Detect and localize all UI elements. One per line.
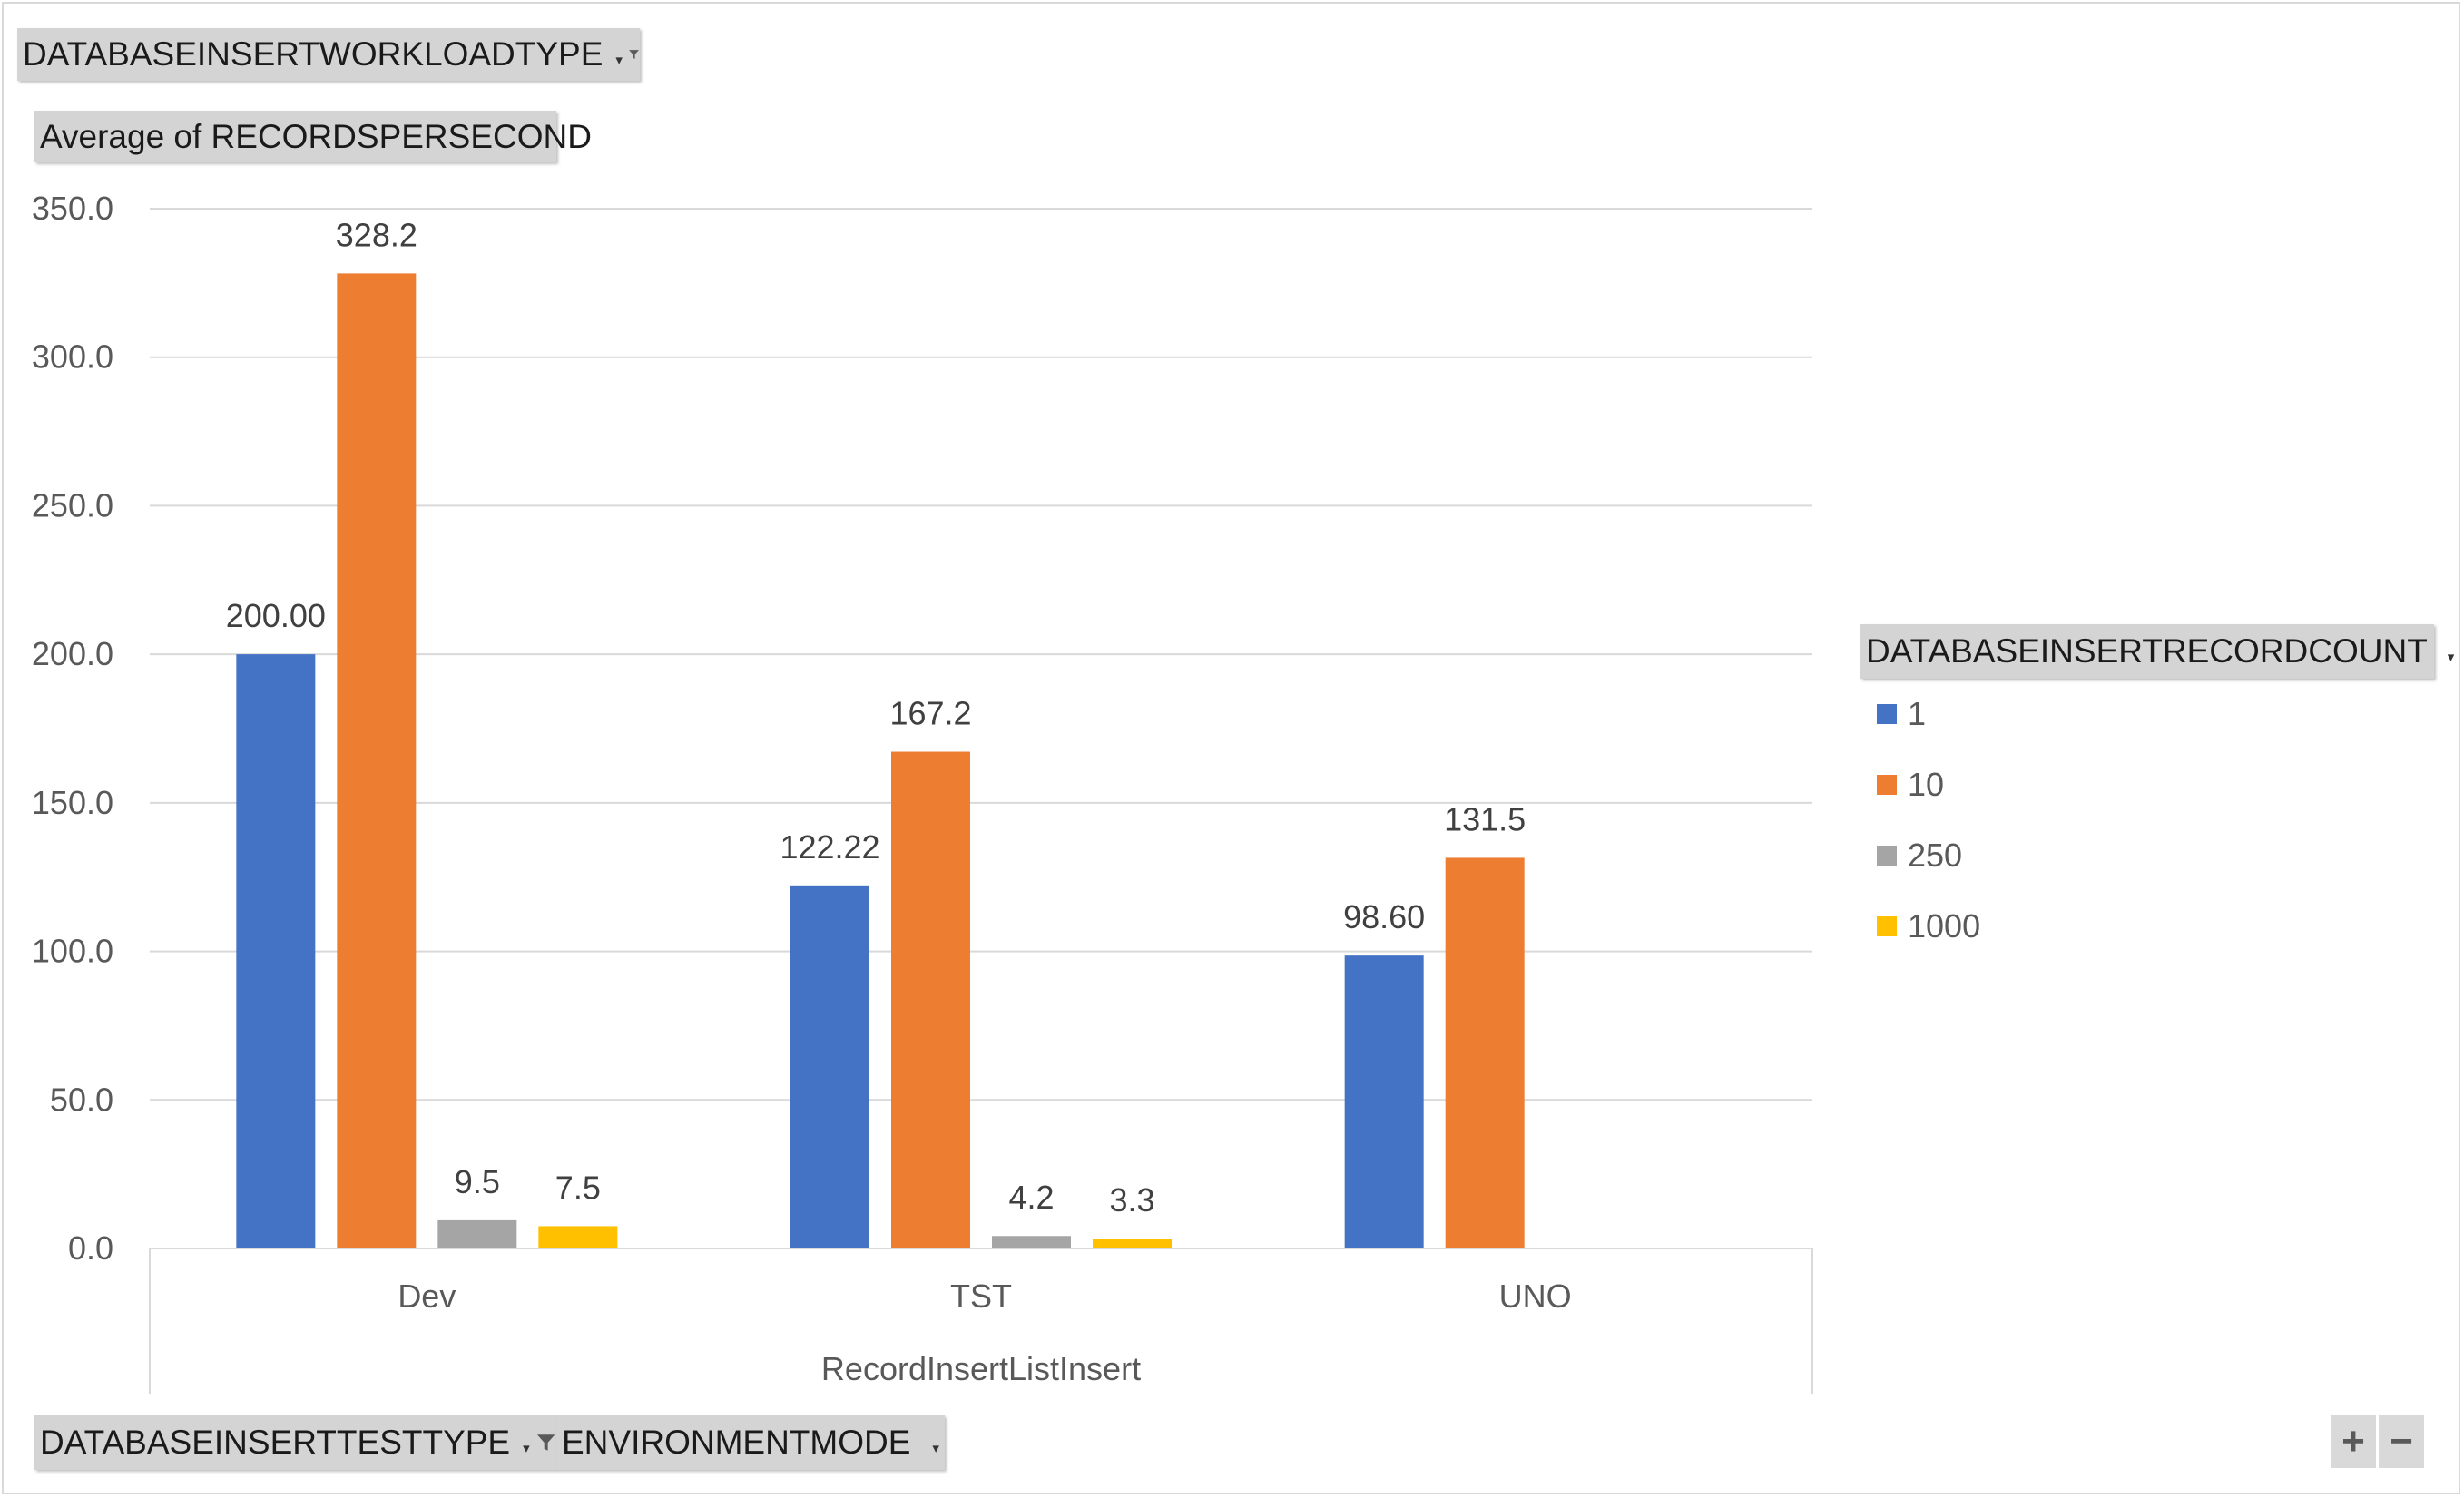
collapse-field-button[interactable]: − [2379,1415,2424,1468]
legend-label: 1 [1908,695,1927,732]
bar-uno-10 [1445,857,1525,1248]
y-tick-label: 250.0 [32,486,113,524]
x-category-label: TST [950,1278,1012,1315]
legend-swatch [1877,775,1897,795]
y-tick-label: 350.0 [32,190,113,227]
y-tick-label: 200.0 [32,635,113,672]
dropdown-arrow-icon: ▾ [932,1441,939,1456]
axis-field-label-environmentmode: ENVIRONMENTMODE [562,1424,911,1461]
legend-field-label: DATABASEINSERTRECORDCOUNT [1866,632,2428,670]
data-label: 131.5 [1444,800,1526,837]
bar-dev-1 [236,654,316,1248]
axis-field-label-testtype: DATABASEINSERTTESTTYPE [40,1424,511,1461]
y-tick-label: 300.0 [32,338,113,376]
x-category-label: Dev [398,1278,456,1315]
legend-item: 1 [1877,694,1926,734]
x-category-label: UNO [1499,1278,1572,1315]
filter-icon [536,1434,555,1451]
dropdown-arrow-icon: ▾ [615,53,623,68]
bar-tst-10 [891,751,970,1248]
bar-tst-1 [790,885,869,1248]
data-label: 328.2 [336,216,417,253]
bar-dev-10 [337,273,417,1249]
filter-icon [629,50,639,59]
data-label: 167.2 [889,695,971,732]
data-labels: 200.00 328.2 9.5 7.5 122.22 167.2 4.2 3.3 98.60 1… [226,216,1526,1219]
value-field-button[interactable]: Average of RECORDSPERSECOND [34,111,592,162]
data-label: 7.5 [555,1169,601,1206]
value-field-label: Average of RECORDSPERSECOND [40,117,592,155]
filter-field-button[interactable]: DATABASEINSERTWORKLOADTYPE ▾ [17,28,640,81]
bar-dev-250 [437,1219,517,1248]
y-tick-label: 0.0 [68,1229,113,1267]
legend-item: 250 [1877,836,1962,876]
data-label: 200.00 [226,597,326,634]
axis-field-button-testtype[interactable]: DATABASEINSERTTESTTYPE ▾ [34,1415,556,1470]
x-axis: Dev TST UNO RecordInsertListInsert [149,1248,1813,1394]
data-label: 9.5 [455,1163,500,1200]
legend-field-button[interactable]: DATABASEINSERTRECORDCOUNT ▾ [1860,624,2454,679]
data-label: 98.60 [1343,898,1425,935]
x-group-label: RecordInsertListInsert [821,1350,1141,1387]
legend-swatch [1877,846,1897,866]
legend-item: 10 [1877,765,1944,805]
data-label: 3.3 [1109,1181,1154,1219]
data-label: 4.2 [1008,1179,1054,1216]
bar-dev-1000 [538,1226,618,1248]
y-tick-label: 50.0 [50,1081,113,1118]
filter-field-label: DATABASEINSERTWORKLOADTYPE [23,35,604,73]
expand-field-button[interactable]: + [2331,1415,2376,1468]
bar-tst-250 [992,1236,1071,1248]
y-tick-label: 150.0 [32,784,113,821]
legend-swatch [1877,916,1897,936]
bar-uno-1 [1344,955,1424,1248]
legend-label: 250 [1908,837,1963,874]
dropdown-arrow-icon: ▾ [2447,650,2455,665]
legend-label: 1000 [1908,907,1981,945]
dropdown-arrow-icon: ▾ [523,1441,530,1456]
data-label: 122.22 [780,828,879,866]
bar-tst-1000 [1093,1239,1172,1248]
legend-item: 1000 [1877,906,1980,946]
axis-field-button-environmentmode[interactable]: ENVIRONMENTMODE ▾ [556,1415,945,1470]
legend-label: 10 [1908,766,1945,803]
y-tick-label: 100.0 [32,933,113,970]
legend-swatch [1877,704,1897,724]
y-axis-tick-labels: 0.0 50.0 100.0 150.0 200.0 250.0 300.0 350.0 [32,190,113,1267]
bars [236,273,1525,1249]
